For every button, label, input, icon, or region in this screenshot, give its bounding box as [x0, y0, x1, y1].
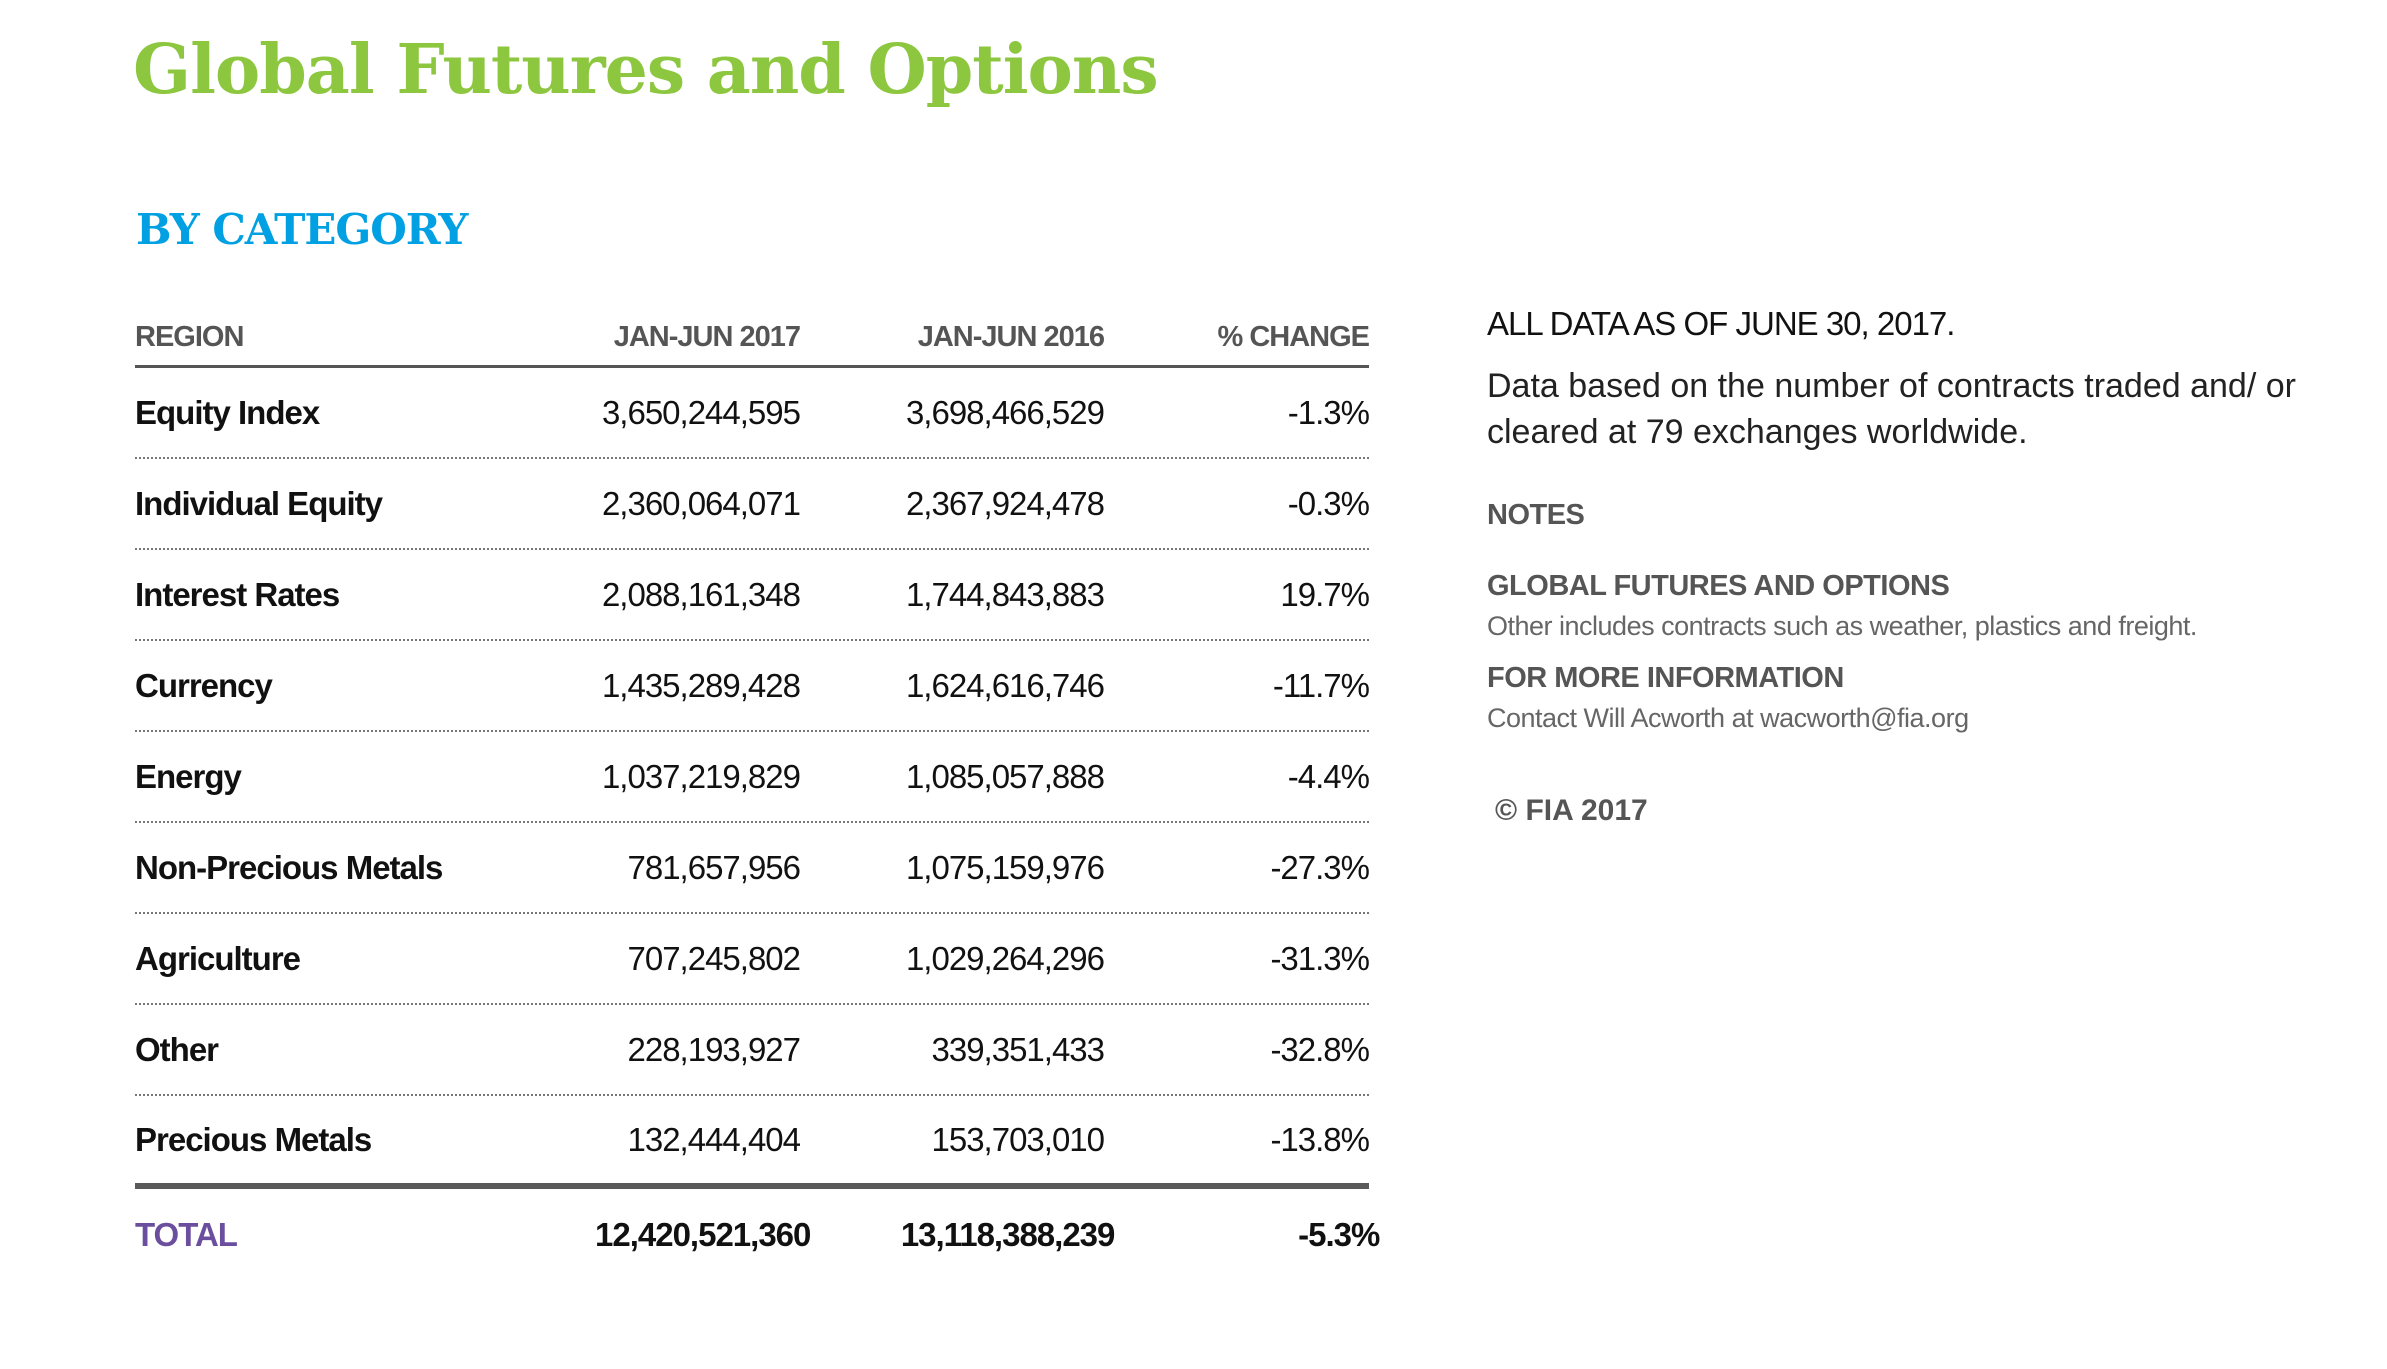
- cell-category: Non-Precious Metals: [135, 848, 443, 886]
- table-row: Non-Precious Metals 781,657,956 1,075,159,…: [135, 823, 1370, 914]
- cell-pct-change: -11.7%: [1272, 666, 1370, 704]
- cell-pct-change: -13.8%: [1270, 1120, 1370, 1158]
- cell-pct-change: -32.8%: [1270, 1030, 1370, 1068]
- total-2016: 13,118,388,239: [900, 1216, 1116, 1253]
- total-label: TOTAL: [135, 1216, 238, 1253]
- header-2016: JAN-JUN 2016: [917, 321, 1105, 353]
- header-change: % CHANGE: [1217, 321, 1370, 353]
- table-row: Currency 1,435,289,428 1,624,616,746 -11.7%: [135, 641, 1370, 732]
- table-row: Other 228,193,927 339,351,433 -32.8%: [135, 1005, 1370, 1096]
- cell-pct-change: -4.4%: [1287, 757, 1370, 795]
- cell-jan-jun-2016: 1,085,057,888: [905, 757, 1105, 795]
- note1-text: Other includes contracts such as weather…: [1487, 611, 2197, 641]
- category-table: REGION JAN-JUN 2017 JAN-JUN 2016 % CHANG…: [135, 310, 1380, 1281]
- cell-jan-jun-2017: 3,650,244,595: [601, 393, 801, 431]
- table-row: Interest Rates 2,088,161,348 1,744,843,883…: [135, 550, 1370, 641]
- notes-label: NOTES: [1487, 499, 1585, 531]
- cell-jan-jun-2016: 339,351,433: [931, 1030, 1105, 1068]
- page-title: Global Futures and Options: [133, 30, 1159, 110]
- cell-jan-jun-2016: 3,698,466,529: [905, 393, 1105, 431]
- total-change: -5.3%: [1298, 1216, 1380, 1253]
- cell-pct-change: -1.3%: [1287, 393, 1370, 431]
- header-region: REGION: [135, 321, 244, 353]
- cell-category: Currency: [135, 666, 273, 704]
- total-2017: 12,420,521,360: [595, 1216, 811, 1253]
- cell-jan-jun-2017: 781,657,956: [627, 848, 801, 886]
- table-row: Agriculture 707,245,802 1,029,264,296 -31.3…: [135, 914, 1370, 1005]
- cell-jan-jun-2017: 1,435,289,428: [601, 666, 801, 704]
- cell-jan-jun-2016: 1,075,159,976: [905, 848, 1105, 886]
- cell-jan-jun-2016: 1,624,616,746: [905, 666, 1105, 704]
- cell-pct-change: 19.7%: [1280, 575, 1370, 613]
- table-header: REGION JAN-JUN 2017 JAN-JUN 2016 % CHANG…: [135, 310, 1370, 368]
- cell-category: Interest Rates: [135, 575, 340, 613]
- cell-jan-jun-2017: 1,037,219,829: [601, 757, 801, 795]
- note1-heading: GLOBAL FUTURES AND OPTIONS: [1487, 570, 1950, 602]
- table-row: Energy 1,037,219,829 1,085,057,888 -4.4%: [135, 732, 1370, 823]
- note2-text: Contact Will Acworth at wacworth@fia.org: [1487, 703, 1969, 733]
- cell-pct-change: -0.3%: [1287, 484, 1370, 522]
- cell-category: Energy: [135, 757, 242, 795]
- cell-jan-jun-2017: 2,360,064,071: [601, 484, 801, 522]
- cell-category: Individual Equity: [135, 484, 383, 522]
- total-row: TOTAL 12,420,521,360 13,118,388,239 -5.3…: [135, 1189, 1380, 1281]
- cell-jan-jun-2016: 2,367,924,478: [905, 484, 1105, 522]
- cell-pct-change: -31.3%: [1270, 939, 1370, 977]
- cell-jan-jun-2017: 2,088,161,348: [601, 575, 801, 613]
- cell-category: Agriculture: [135, 939, 301, 977]
- as-of-date: ALL DATA AS OF JUNE 30, 2017.: [1487, 305, 1955, 342]
- cell-jan-jun-2017: 228,193,927: [627, 1030, 801, 1068]
- cell-jan-jun-2017: 707,245,802: [627, 939, 801, 977]
- table-row: Equity Index 3,650,244,595 3,698,466,529 -1…: [135, 368, 1370, 459]
- table-row: Precious Metals 132,444,404 153,703,010 -13…: [135, 1096, 1370, 1189]
- cell-category: Precious Metals: [135, 1120, 372, 1158]
- copyright: © FIA 2017: [1495, 794, 1648, 827]
- note2-heading: FOR MORE INFORMATION: [1487, 662, 1844, 694]
- section-subtitle: BY CATEGORY: [136, 205, 468, 254]
- info-panel: ALL DATA AS OF JUNE 30, 2017. Data based…: [1487, 305, 2307, 828]
- data-description: Data based on the number of contracts tr…: [1487, 367, 2296, 451]
- cell-category: Other: [135, 1030, 219, 1068]
- header-2017: JAN-JUN 2017: [613, 321, 801, 353]
- cell-jan-jun-2016: 1,744,843,883: [905, 575, 1105, 613]
- table-row: Individual Equity 2,360,064,071 2,367,924,…: [135, 459, 1370, 550]
- cell-category: Equity Index: [135, 393, 320, 431]
- cell-jan-jun-2016: 1,029,264,296: [905, 939, 1105, 977]
- cell-jan-jun-2017: 132,444,404: [627, 1120, 801, 1158]
- cell-jan-jun-2016: 153,703,010: [931, 1120, 1105, 1158]
- cell-pct-change: -27.3%: [1270, 848, 1370, 886]
